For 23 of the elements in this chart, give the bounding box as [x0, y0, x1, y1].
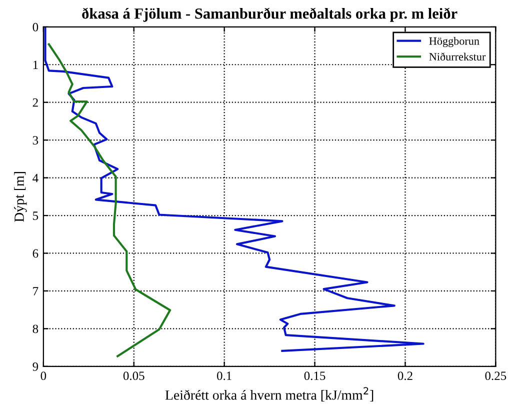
- legend-label: Höggborun: [429, 36, 480, 48]
- x-tick-label: 0.25: [485, 372, 506, 380]
- chart-title: ðkasa á Fjölum - Samanburður meðaltals orka pr. m leiðr: [82, 8, 458, 22]
- y-tick-label: 5: [33, 212, 38, 220]
- y-tick-label: 1: [33, 60, 38, 69]
- y-tick-label: 8: [32, 324, 38, 334]
- y-tick-label: 9: [32, 362, 38, 371]
- x-tick-label: 0.15: [304, 372, 326, 380]
- y-axis-title: Dýpt [m]: [14, 172, 27, 222]
- line-series: [48, 43, 172, 358]
- x-axis-title: Leiðrétt orka á hvern metra [kJ/mm$^{2}$]: [165, 387, 374, 402]
- y-tick-label: 0: [32, 22, 38, 32]
- x-tick-label: 0.1: [216, 372, 232, 380]
- y-tick-label: 7: [33, 287, 38, 296]
- line-series: [44, 26, 424, 352]
- legend-label: Niðurrekstur: [429, 52, 486, 61]
- y-tick-label: 4: [32, 174, 38, 182]
- x-tick-label: 0.05: [123, 372, 144, 380]
- y-tick-label: 6: [32, 249, 38, 258]
- y-tick-label: 3: [32, 136, 38, 145]
- x-tick-label: 0.2: [398, 372, 412, 380]
- x-tick-label: 0: [40, 372, 46, 380]
- y-tick-label: 2: [32, 98, 38, 107]
